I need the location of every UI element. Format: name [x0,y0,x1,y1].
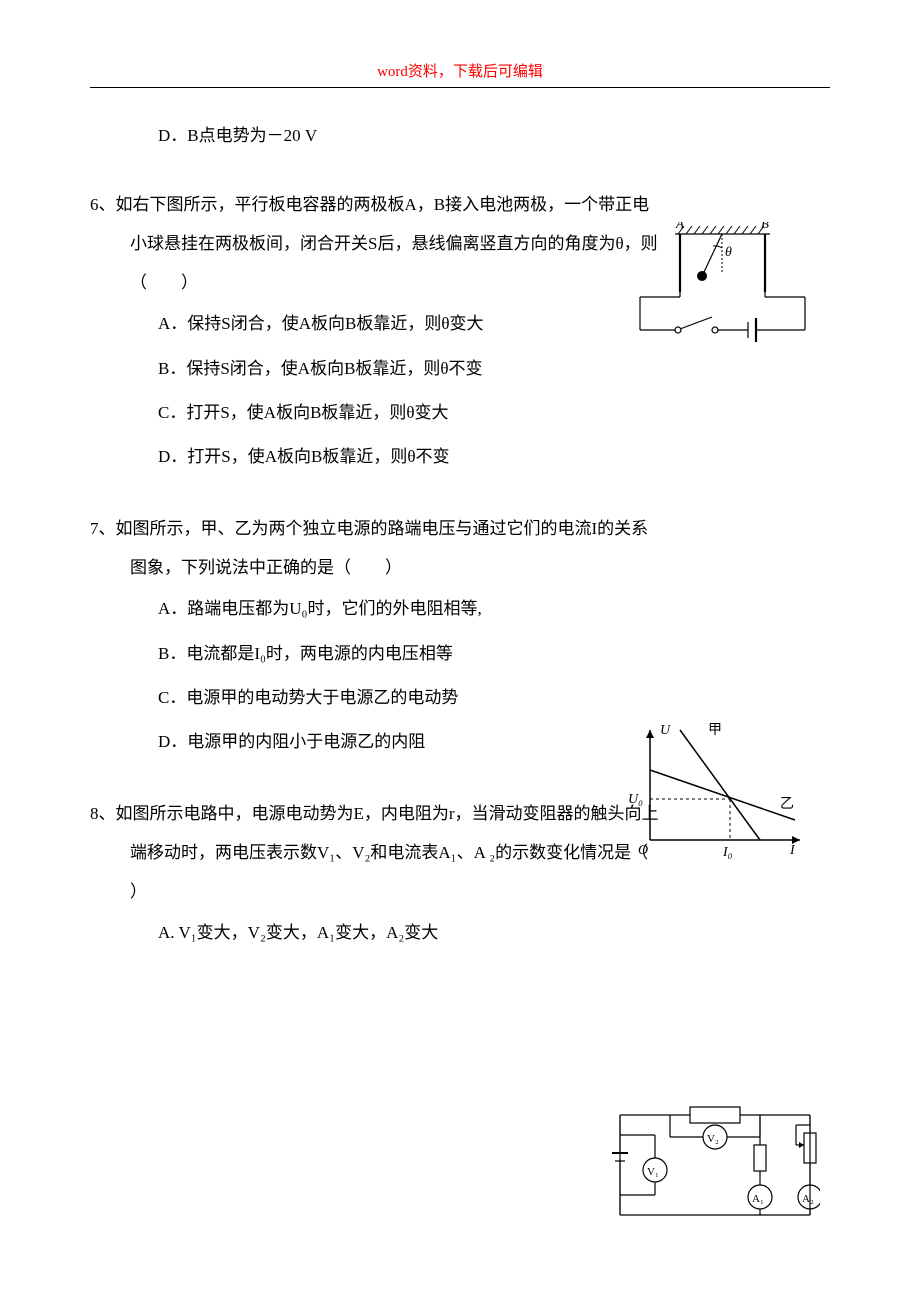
q8-stem-line3: ） [90,872,830,911]
figure-q8-circuit: V₂ V₁ A₁ [610,1095,810,1235]
q7-stem-line2: 图象，下列说法中正确的是（ ） [90,548,830,587]
figure-q7-ui-graph: U I U₀ I₀ O 甲 乙 [620,720,810,870]
q7-option-c: C．电源甲的电动势大于电源乙的电动势 [90,676,830,720]
page-header: word资料，下载后可编辑 [90,60,830,88]
q6-option-b: B．保持S闭合，使A板向B板靠近，则θ不变 [90,347,830,391]
q6-option-d: D．打开S，使A板向B板靠近，则θ不变 [90,435,830,479]
a1-label: A₁ [752,1193,764,1205]
question-5-tail: D．B点电势为－20 V [90,116,830,155]
v1-label: V₁ [647,1166,659,1178]
q7-stem-line1: 7、如图所示，甲、乙为两个独立电源的路端电压与通过它们的电流I的关系 [90,509,830,548]
q8-option-a: A. V₁变大，V₂变大，A₁变大，A₂变大 [90,911,830,955]
q5-option-d: D．B点电势为－20 V [90,116,830,155]
jia-label: 甲 [708,723,722,738]
yi-label: 乙 [780,796,794,812]
header-text: word资料，下载后可编辑 [377,64,543,80]
plate-b-label: B [761,222,769,231]
u0-label: U₀ [628,792,643,807]
q7-option-a: A．路端电压都为U₀时，它们的外电阻相等, [90,587,830,631]
axis-i-label: I [789,843,796,858]
v2-label: V₂ [707,1133,719,1145]
q6-option-c: C．打开S，使A板向B板靠近，则θ变大 [90,391,830,435]
a2-label: A₂ [802,1193,814,1205]
figure-q6-capacitor-circuit: θ A B [620,222,820,352]
axis-u-label: U [660,723,671,738]
q7-option-b: B．电流都是I₀时，两电源的内电压相等 [90,632,830,676]
i0-label: I₀ [722,845,733,860]
theta-label: θ [725,245,732,260]
page: word资料，下载后可编辑 D．B点电势为－20 V 6、如右下图所示，平行板电… [0,0,920,1300]
origin-label: O [638,843,648,858]
q6-stem-line1: 6、如右下图所示，平行板电容器的两极板A，B接入电池两极，一个带正电 [90,185,830,224]
plate-a-label: A [675,222,684,231]
